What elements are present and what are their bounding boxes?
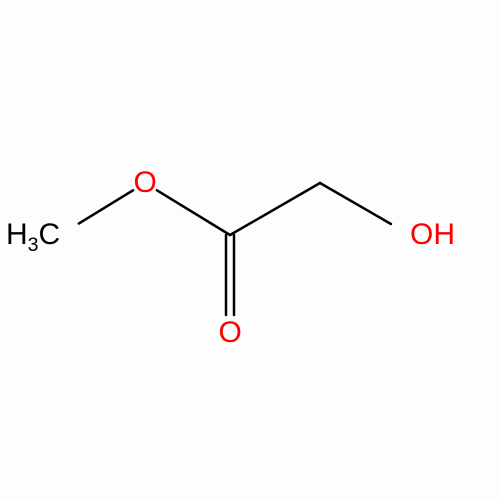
atom-oh: OH: [410, 220, 455, 250]
atom-o_dbl: O: [219, 318, 242, 348]
atom-o_eth: O: [134, 168, 157, 198]
molecule-canvas: H3C O O OH: [0, 0, 500, 500]
atom-ch3: H3C: [6, 220, 60, 250]
